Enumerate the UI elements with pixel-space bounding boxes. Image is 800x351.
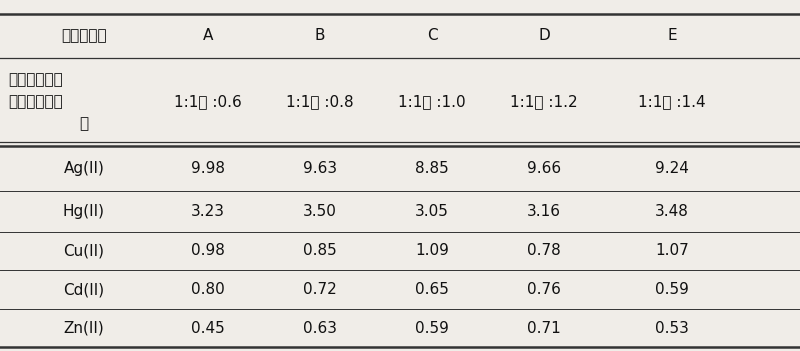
Text: Ag(II): Ag(II) bbox=[63, 161, 105, 176]
Text: 0.72: 0.72 bbox=[303, 282, 337, 297]
Text: E: E bbox=[667, 28, 677, 44]
Text: 3.23: 3.23 bbox=[191, 204, 225, 219]
Text: 1.09: 1.09 bbox=[415, 244, 449, 258]
Text: 0.53: 0.53 bbox=[655, 321, 689, 336]
Text: 比: 比 bbox=[79, 116, 89, 131]
Text: 8.85: 8.85 bbox=[415, 161, 449, 176]
Text: 9.24: 9.24 bbox=[655, 161, 689, 176]
Text: Zn(II): Zn(II) bbox=[64, 321, 104, 336]
Text: 氨基硫脲、甲: 氨基硫脲、甲 bbox=[8, 72, 62, 87]
Text: 9.98: 9.98 bbox=[191, 161, 225, 176]
Text: 3.16: 3.16 bbox=[527, 204, 561, 219]
Text: 1:1： :1.4: 1:1： :1.4 bbox=[638, 94, 706, 109]
Text: 3.50: 3.50 bbox=[303, 204, 337, 219]
Text: 0.65: 0.65 bbox=[415, 282, 449, 297]
Text: D: D bbox=[538, 28, 550, 44]
Text: 吸附剤编号: 吸附剤编号 bbox=[61, 28, 107, 44]
Text: Cu(II): Cu(II) bbox=[63, 244, 105, 258]
Text: 3.05: 3.05 bbox=[415, 204, 449, 219]
Text: 0.71: 0.71 bbox=[527, 321, 561, 336]
Text: 0.59: 0.59 bbox=[415, 321, 449, 336]
Text: 0.59: 0.59 bbox=[655, 282, 689, 297]
Text: 0.76: 0.76 bbox=[527, 282, 561, 297]
Text: 1:1： :1.2: 1:1： :1.2 bbox=[510, 94, 578, 109]
Text: C: C bbox=[426, 28, 438, 44]
Text: 0.80: 0.80 bbox=[191, 282, 225, 297]
Text: 0.45: 0.45 bbox=[191, 321, 225, 336]
Text: A: A bbox=[203, 28, 213, 44]
Text: 1:1： :1.0: 1:1： :1.0 bbox=[398, 94, 466, 109]
Text: 1.07: 1.07 bbox=[655, 244, 689, 258]
Text: 9.63: 9.63 bbox=[303, 161, 337, 176]
Text: 醚、尿素摩尔: 醚、尿素摩尔 bbox=[8, 94, 62, 109]
Text: Hg(II): Hg(II) bbox=[63, 204, 105, 219]
Text: 9.66: 9.66 bbox=[527, 161, 561, 176]
Text: Cd(II): Cd(II) bbox=[63, 282, 105, 297]
Text: 1:1： :0.8: 1:1： :0.8 bbox=[286, 94, 354, 109]
Text: B: B bbox=[314, 28, 326, 44]
Text: 0.63: 0.63 bbox=[303, 321, 337, 336]
Text: 0.78: 0.78 bbox=[527, 244, 561, 258]
Text: 0.98: 0.98 bbox=[191, 244, 225, 258]
Text: 0.85: 0.85 bbox=[303, 244, 337, 258]
Text: 1:1： :0.6: 1:1： :0.6 bbox=[174, 94, 242, 109]
Text: 3.48: 3.48 bbox=[655, 204, 689, 219]
